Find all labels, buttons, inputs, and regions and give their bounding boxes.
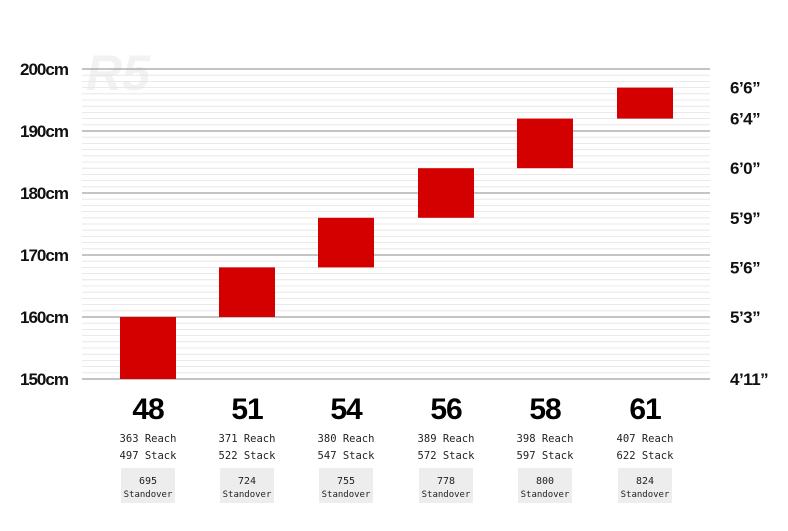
standover-value: 755 [337,476,355,487]
size-bar-48 [120,317,176,379]
y-tick-label-cm: 190cm [20,122,69,141]
stack-value: 547 Stack [318,450,376,462]
y-tick-label-ft: 5’9” [730,209,760,228]
standover-box [121,468,175,503]
reach-value: 363 Reach [120,433,177,445]
size-bar-51 [219,267,275,317]
reach-value: 371 Reach [219,433,276,445]
size-label: 58 [529,393,561,426]
reach-value: 398 Reach [517,433,574,445]
standover-value: 824 [636,476,654,487]
size-label: 51 [231,393,263,426]
standover-value: 695 [139,476,157,487]
y-tick-label-ft: 6’0” [730,159,760,178]
right-axis-ft: 4’11” 5’3” 5’6” 5’9” 6’0” 6’4” 6’6” [730,79,769,389]
stack-value: 522 Stack [219,450,277,462]
standover-label: Standover [322,490,371,500]
size-column-48: 48 363 Reach 497 Stack 695 Standover [120,393,178,503]
size-bar-58 [517,118,573,169]
reach-value: 380 Reach [318,433,375,445]
stack-value: 622 Stack [617,450,675,462]
left-axis-cm: 150cm 160cm 170cm 180cm 190cm 200cm [20,60,70,389]
y-tick-label-ft: 6’4” [730,110,760,129]
y-tick-label-ft: 5’6” [730,258,760,277]
y-tick-label-cm: 150cm [20,370,69,389]
standover-value: 724 [238,476,256,487]
standover-label: Standover [521,490,570,500]
standover-label: Standover [124,490,173,500]
size-bar-61 [617,87,673,119]
grid-layer [82,68,710,380]
y-tick-label-ft: 5’3” [730,308,760,327]
watermark-logo: R5 [86,45,151,101]
standover-box [220,468,274,503]
size-column-58: 58 398 Reach 597 Stack 800 Standover [517,393,575,503]
size-column-51: 51 371 Reach 522 Stack 724 Standover [219,393,277,503]
standover-box [518,468,572,503]
stack-value: 497 Stack [120,450,178,462]
size-bar-56 [418,168,474,218]
size-bar-54 [318,217,374,268]
size-label: 54 [330,393,363,426]
standover-value: 778 [437,476,455,487]
y-tick-label-cm: 170cm [20,246,69,265]
standover-label: Standover [621,490,670,500]
y-tick-label-ft: 4’11” [730,370,768,389]
size-label: 61 [629,393,661,426]
size-label: 56 [430,393,462,426]
size-column-61: 61 407 Reach 622 Stack 824 Standover [617,393,675,503]
stack-value: 597 Stack [517,450,575,462]
standover-box [319,468,373,503]
reach-value: 389 Reach [418,433,475,445]
y-tick-label-cm: 160cm [20,308,69,327]
reach-value: 407 Reach [617,433,674,445]
stack-value: 572 Stack [418,450,476,462]
size-label: 48 [132,393,164,426]
standover-label: Standover [223,490,272,500]
standover-label: Standover [422,490,471,500]
y-tick-label-cm: 180cm [20,184,69,203]
y-tick-label-ft: 6’6” [730,79,760,98]
standover-box [419,468,473,503]
y-tick-label-cm: 200cm [20,60,69,79]
size-column-56: 56 389 Reach 572 Stack 778 Standover [418,393,476,503]
standover-box [618,468,672,503]
size-categories: 48 363 Reach 497 Stack 695 Standover 51 371 Re… [120,393,675,503]
bar-layer [120,87,673,379]
standover-value: 800 [536,476,554,487]
size-column-54: 54 380 Reach 547 Stack 755 Standover [318,393,376,503]
